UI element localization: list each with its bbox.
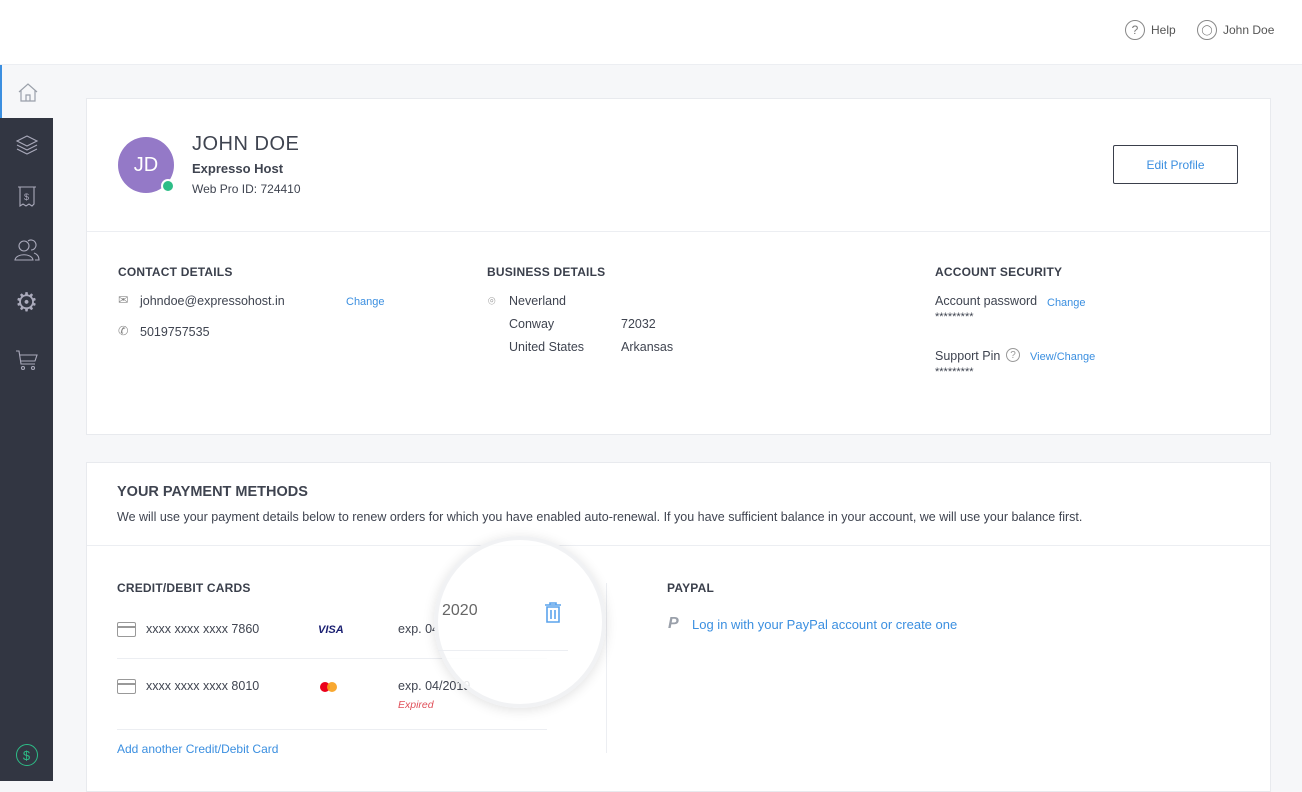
- paypal-icon: P: [668, 615, 679, 632]
- business-address-line: Neverland: [509, 294, 566, 308]
- change-password-link[interactable]: Change: [1047, 297, 1086, 309]
- invoice-icon: $: [17, 186, 36, 208]
- add-card-link[interactable]: Add another Credit/Debit Card: [117, 742, 279, 756]
- contact-details-heading: CONTACT DETAILS: [118, 265, 233, 279]
- paypal-heading: PAYPAL: [667, 581, 714, 595]
- sidebar-item-cart[interactable]: [0, 340, 53, 380]
- payment-methods-card: [86, 462, 1271, 792]
- sidebar: $ ⚙ $: [0, 65, 53, 781]
- user-icon: ◯: [1197, 20, 1217, 40]
- sidebar-item-settings[interactable]: ⚙: [0, 282, 53, 322]
- mail-icon: ✉: [118, 293, 129, 307]
- help-icon: ?: [1125, 20, 1145, 40]
- company-name: Expresso Host: [192, 161, 284, 176]
- location-pin-icon: ⌾: [488, 294, 496, 308]
- user-name: John Doe: [1223, 23, 1275, 37]
- column-divider: [606, 583, 607, 753]
- home-icon: [18, 82, 37, 102]
- avatar: JD: [118, 137, 175, 193]
- mastercard-logo: [320, 682, 330, 692]
- contact-phone: 5019757535: [140, 325, 210, 339]
- gear-icon: ⚙: [14, 286, 39, 317]
- business-state: Arkansas: [621, 340, 674, 354]
- edit-profile-button[interactable]: Edit Profile: [1113, 145, 1238, 184]
- sidebar-item-products[interactable]: [0, 125, 53, 165]
- divider: [87, 231, 1270, 232]
- visa-logo: VISA: [318, 624, 344, 636]
- cart-icon: [15, 350, 38, 371]
- layers-icon: [15, 135, 38, 155]
- divider: [87, 545, 1270, 546]
- help-label: Help: [1151, 23, 1176, 37]
- payment-methods-heading: YOUR PAYMENT METHODS: [117, 484, 308, 500]
- user-menu[interactable]: ◯ John Doe: [1197, 20, 1274, 40]
- card-number: xxxx xxxx xxxx 7860: [146, 622, 260, 636]
- top-bar: ? Help ◯ John Doe: [0, 0, 1302, 65]
- magnified-expiry-year: 2020: [442, 602, 478, 619]
- view-change-pin-link[interactable]: View/Change: [1030, 351, 1096, 363]
- sidebar-item-home[interactable]: [0, 65, 53, 118]
- online-status-dot: [161, 179, 175, 193]
- pin-mask: *********: [935, 366, 974, 378]
- mastercard-logo-circle: [327, 682, 337, 692]
- card-number: xxxx xxxx xxxx 8010: [146, 679, 260, 693]
- dollar-icon: $: [15, 744, 38, 766]
- profile-card: [86, 98, 1271, 435]
- divider: [438, 650, 568, 651]
- business-details-heading: BUSINESS DETAILS: [487, 265, 606, 279]
- expired-badge: Expired: [398, 699, 434, 711]
- payment-methods-description: We will use your payment details below t…: [117, 510, 1083, 524]
- profile-name: JOHN DOE: [192, 133, 300, 155]
- contact-email: johndoe@expressohost.in: [140, 294, 285, 308]
- credit-card-icon: [117, 679, 136, 694]
- sidebar-item-billing[interactable]: $: [0, 177, 53, 217]
- card-expiry: exp. 04: [398, 622, 440, 636]
- sidebar-item-users[interactable]: [0, 230, 53, 270]
- divider: [117, 729, 547, 730]
- magnifier-overlay: 2020: [434, 536, 606, 708]
- business-country: United States: [509, 340, 585, 354]
- account-password-label: Account password: [935, 294, 1038, 308]
- phone-icon: ✆: [118, 324, 129, 338]
- avatar-initials: JD: [133, 153, 159, 176]
- account-security-heading: ACCOUNT SECURITY: [935, 265, 1063, 279]
- help-icon[interactable]: ?: [1006, 348, 1020, 362]
- help-link[interactable]: ? Help: [1125, 20, 1176, 40]
- business-zip: 72032: [621, 317, 656, 331]
- credit-card-icon: [117, 622, 136, 637]
- sidebar-item-balance[interactable]: $: [0, 735, 53, 775]
- card-expiry: exp. 04/2019: [398, 679, 471, 693]
- business-city: Conway: [509, 317, 555, 331]
- users-icon: [13, 239, 40, 261]
- trash-icon[interactable]: [544, 602, 562, 624]
- web-pro-id: Web Pro ID: 724410: [192, 182, 301, 196]
- cards-heading: CREDIT/DEBIT CARDS: [117, 581, 251, 595]
- change-email-link[interactable]: Change: [346, 296, 385, 308]
- divider: [117, 658, 547, 659]
- support-pin-label: Support Pin: [935, 349, 1001, 363]
- paypal-login-link[interactable]: Log in with your PayPal account or creat…: [692, 617, 958, 632]
- svg-text:$: $: [24, 192, 29, 202]
- password-mask: *********: [935, 311, 974, 323]
